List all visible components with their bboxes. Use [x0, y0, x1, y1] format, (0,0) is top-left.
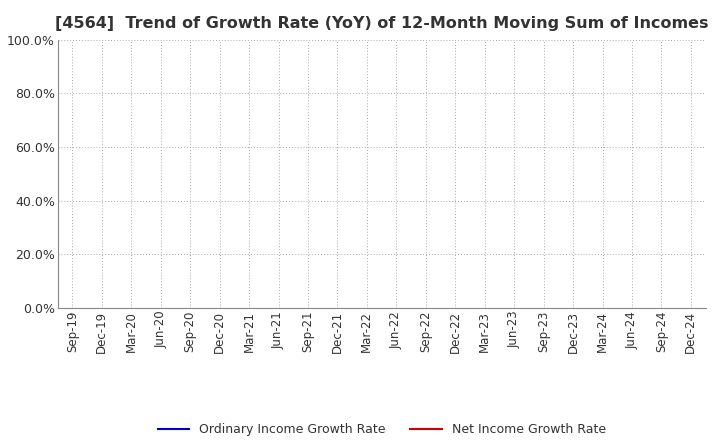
- Title: [4564]  Trend of Growth Rate (YoY) of 12-Month Moving Sum of Incomes: [4564] Trend of Growth Rate (YoY) of 12-…: [55, 16, 708, 32]
- Legend: Ordinary Income Growth Rate, Net Income Growth Rate: Ordinary Income Growth Rate, Net Income …: [153, 418, 611, 440]
